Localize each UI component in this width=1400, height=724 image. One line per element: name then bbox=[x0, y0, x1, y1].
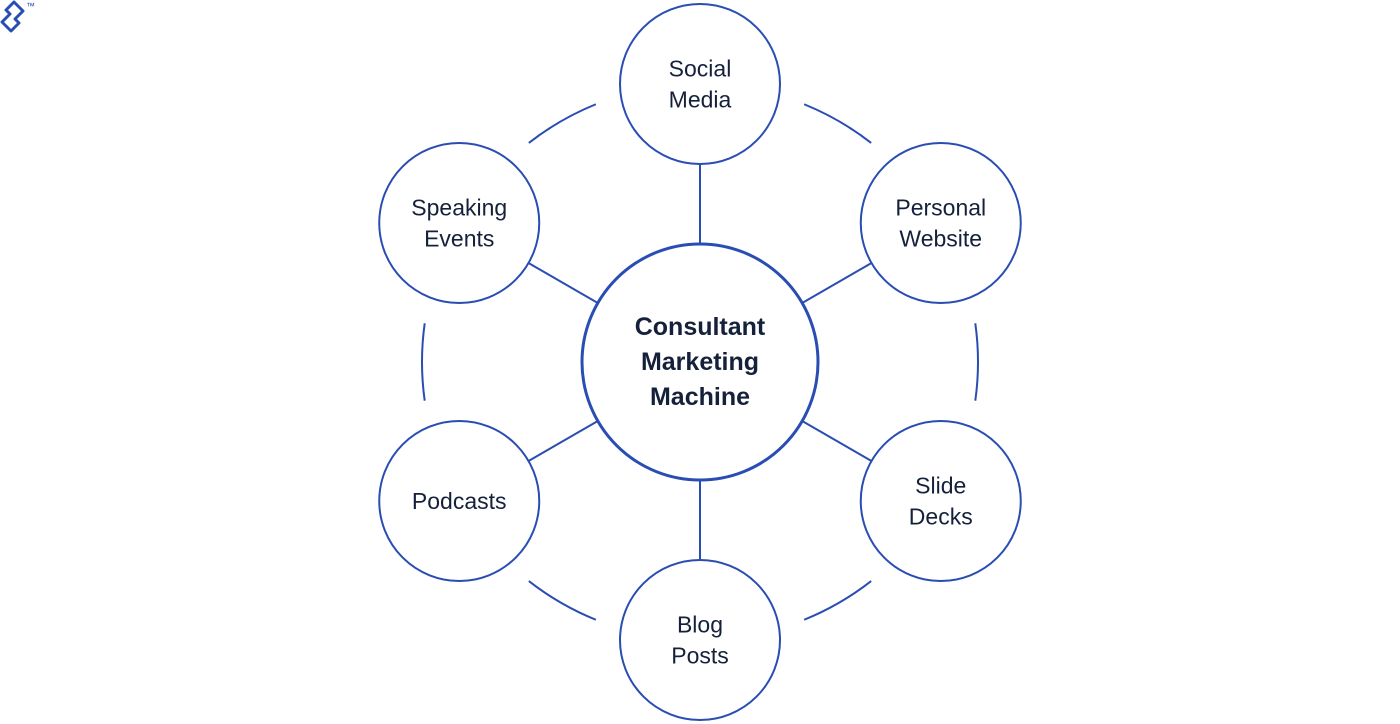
spoke-line bbox=[801, 420, 872, 462]
node-label: Posts bbox=[671, 643, 729, 669]
node-circle bbox=[378, 142, 541, 304]
node-blog-posts: Blog Posts bbox=[619, 559, 781, 721]
connector-spokes bbox=[528, 164, 872, 560]
node-personal-website: Personal Website bbox=[859, 142, 1022, 304]
center-label: Consultant bbox=[635, 313, 766, 341]
node-label: Events bbox=[424, 226, 494, 252]
node-podcasts: Podcasts bbox=[378, 420, 541, 582]
node-circle bbox=[859, 420, 1022, 582]
spoke-line bbox=[801, 262, 872, 304]
center-node: Consultant Marketing Machine bbox=[580, 242, 820, 482]
node-circle bbox=[378, 420, 541, 582]
ring-arc bbox=[528, 580, 597, 621]
node-label: Podcasts bbox=[412, 488, 507, 514]
ring-arc bbox=[528, 103, 597, 144]
node-label: Slide bbox=[915, 473, 966, 499]
ring-arc bbox=[803, 103, 872, 144]
node-label: Personal bbox=[895, 195, 986, 221]
node-label: Media bbox=[669, 87, 732, 113]
ring-arc bbox=[803, 580, 872, 621]
outer-ring-arcs bbox=[421, 103, 979, 621]
spoke-line bbox=[528, 420, 599, 462]
ring-arc bbox=[974, 323, 979, 401]
toptal-logo-icon: ™ bbox=[0, 0, 35, 33]
node-label: Blog bbox=[677, 612, 723, 638]
node-label: Social bbox=[669, 56, 732, 82]
trademark-symbol: ™ bbox=[26, 1, 35, 11]
node-label: Speaking bbox=[411, 195, 507, 221]
center-label: Machine bbox=[650, 383, 750, 411]
node-slide-decks: Slide Decks bbox=[859, 420, 1022, 582]
node-social-media: Social Media bbox=[619, 3, 781, 165]
node-label: Website bbox=[899, 226, 982, 252]
ring-arc bbox=[421, 323, 426, 401]
node-circle bbox=[619, 559, 781, 721]
node-circle bbox=[859, 142, 1022, 304]
spoke-line bbox=[528, 262, 599, 304]
outer-nodes: Social Media Personal Website Slide Decks Blog… bbox=[378, 3, 1022, 721]
center-circle bbox=[580, 242, 820, 482]
node-speaking-events: Speaking Events bbox=[378, 142, 541, 304]
node-circle bbox=[619, 3, 781, 165]
center-label: Marketing bbox=[641, 348, 759, 376]
node-label: Decks bbox=[909, 504, 973, 530]
